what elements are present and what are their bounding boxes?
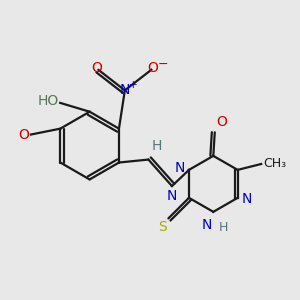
- Text: O: O: [19, 128, 29, 142]
- Text: N: N: [174, 161, 184, 176]
- Text: N: N: [242, 192, 252, 206]
- Text: −: −: [157, 58, 168, 71]
- Text: O: O: [147, 61, 158, 75]
- Text: O: O: [216, 116, 227, 129]
- Text: CH₃: CH₃: [264, 157, 287, 170]
- Text: +: +: [129, 80, 137, 90]
- Text: HO: HO: [38, 94, 59, 108]
- Text: N: N: [202, 218, 212, 232]
- Text: H: H: [152, 139, 162, 153]
- Text: O: O: [92, 61, 102, 75]
- Text: N: N: [120, 83, 130, 98]
- Text: N: N: [167, 189, 177, 203]
- Text: H: H: [219, 221, 228, 234]
- Text: S: S: [158, 220, 167, 234]
